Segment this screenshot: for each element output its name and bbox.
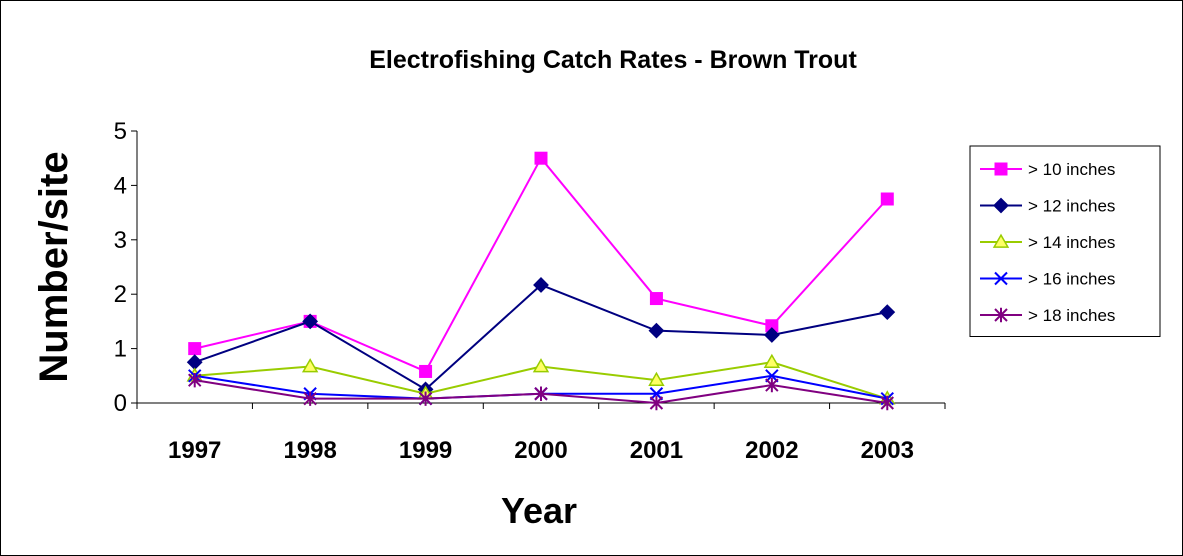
x-tick-label: 2001	[630, 437, 683, 464]
legend-entry: > 16 inches	[980, 270, 1115, 289]
y-tick-label: 0	[114, 390, 127, 417]
x-tick-label: 2002	[745, 437, 798, 464]
y-tick-label: 4	[114, 172, 127, 199]
data-point-square	[188, 342, 202, 356]
chart-title: Electrofishing Catch Rates - Brown Trout	[369, 46, 857, 74]
data-point-star	[765, 377, 779, 393]
y-tick-label: 2	[114, 281, 127, 308]
y-tick-label: 3	[114, 227, 127, 254]
data-point-diamond	[763, 327, 780, 343]
data-point-triangle	[763, 353, 781, 369]
data-point-square	[649, 292, 663, 306]
data-point-triangle	[992, 233, 1010, 248]
data-point-star	[303, 391, 317, 406]
data-point-diamond	[186, 354, 203, 371]
x-tick-label: 1997	[168, 437, 221, 464]
legend-entry: > 18 inches	[980, 306, 1115, 325]
data-point-square	[994, 162, 1008, 176]
data-point-star	[418, 391, 433, 406]
legend-label: > 14 inches	[1028, 233, 1115, 252]
data-point-star	[880, 395, 894, 411]
x-axis-label: Year	[501, 490, 577, 531]
data-point-x	[994, 271, 1008, 286]
y-tick-label: 5	[114, 118, 127, 145]
data-point-diamond	[533, 277, 549, 293]
x-tick-label: 2003	[861, 437, 914, 464]
series-line	[194, 283, 888, 391]
x-tick-label: 1998	[283, 437, 336, 464]
data-point-diamond	[993, 197, 1009, 214]
data-point-star	[188, 372, 202, 388]
axes: 0 1 2 3 4 5 1997 1998 1999 2000 2001 2002 2003	[114, 118, 946, 464]
data-point-square	[419, 364, 433, 378]
legend-label: > 10 inches	[1028, 160, 1115, 179]
data-point-star	[649, 395, 664, 411]
legend-label: > 18 inches	[1028, 306, 1115, 325]
series-line	[194, 156, 889, 373]
data-point-diamond	[648, 322, 665, 339]
legend-entry: > 10 inches	[980, 160, 1115, 179]
x-tick-label: 1999	[399, 437, 452, 464]
x-tick-label: 2000	[514, 437, 567, 464]
data-point-triangle	[532, 358, 550, 373]
data-point-star	[994, 307, 1008, 323]
series-layer	[186, 151, 896, 411]
y-axis-label: Number/site	[32, 151, 76, 382]
data-point-diamond	[302, 313, 319, 330]
legend-entry: > 12 inches	[980, 197, 1115, 216]
data-point-square	[534, 151, 548, 165]
y-tick-label: 1	[114, 336, 127, 363]
legend: > 10 inches > 12 inches > 14 inches > 16 in…	[969, 145, 1161, 337]
data-point-square	[880, 192, 894, 206]
legend-label: > 12 inches	[1028, 197, 1115, 216]
series-1	[188, 151, 894, 378]
legend-label: > 16 inches	[1028, 270, 1115, 289]
data-point-diamond	[879, 304, 896, 321]
data-point-triangle	[301, 358, 319, 373]
legend-entry: > 14 inches	[980, 233, 1115, 252]
series-5	[188, 372, 894, 411]
data-point-star	[534, 386, 548, 401]
data-point-triangle	[648, 371, 665, 387]
